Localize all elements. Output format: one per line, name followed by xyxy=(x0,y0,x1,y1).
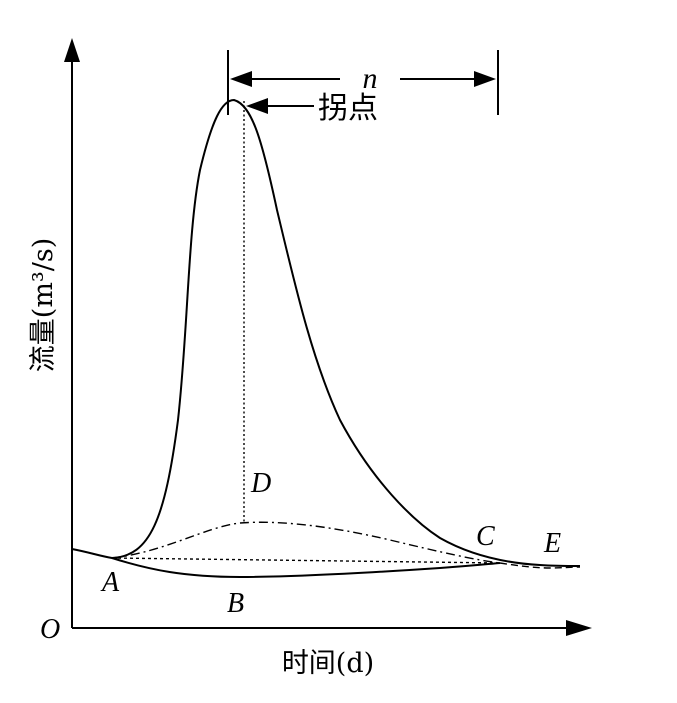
peak-label: 拐点 xyxy=(318,91,378,126)
interval-left-arrowhead xyxy=(230,71,252,87)
y-axis-label: 流量(m³/s) xyxy=(28,238,59,372)
baseflow-curve-ABC xyxy=(111,557,501,579)
point-label-A: A xyxy=(100,567,120,598)
axes xyxy=(64,38,592,636)
point-label-E: E xyxy=(543,528,561,559)
hydrograph-curve xyxy=(71,98,581,567)
x-axis-label: 时间(d) xyxy=(282,648,374,679)
y-axis-arrow xyxy=(64,38,80,62)
peak-arrowhead xyxy=(246,98,268,114)
dashdot-curve-ADC xyxy=(111,521,501,564)
interval-right-arrowhead xyxy=(474,71,496,87)
point-label-D: D xyxy=(250,468,271,499)
dotted-line-AC xyxy=(111,557,501,564)
origin-label: O xyxy=(40,614,60,645)
interval-n-label: n xyxy=(363,62,378,95)
peak-pointer xyxy=(246,98,314,114)
interval-n-marker xyxy=(227,50,499,115)
x-axis-arrow xyxy=(566,620,592,636)
point-label-B: B xyxy=(227,588,244,619)
dashed-extension-CE xyxy=(499,562,581,569)
point-label-C: C xyxy=(476,521,495,552)
